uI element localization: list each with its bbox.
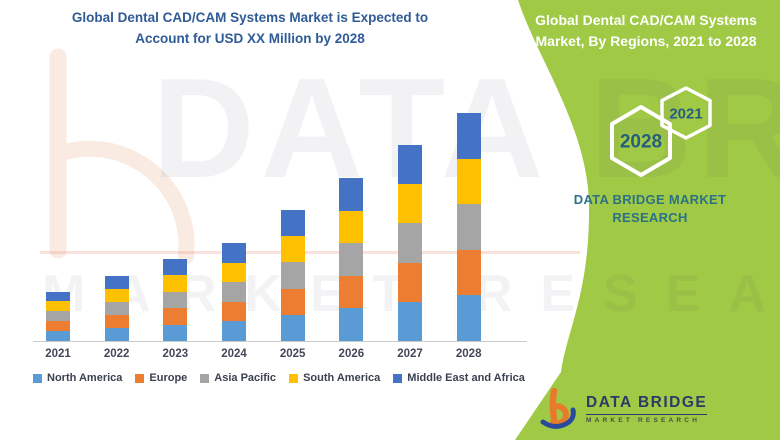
bar-column-2022 bbox=[104, 276, 129, 341]
legend-label: South America bbox=[303, 372, 381, 384]
bar-segment-2021-north-america bbox=[46, 331, 70, 341]
logo-tagline: MARKET RESEARCH bbox=[586, 417, 701, 424]
bar-segment-2025-middle-east-and-africa bbox=[280, 210, 305, 237]
bar-column-2025 bbox=[280, 210, 305, 341]
bar-segment-2028-middle-east-and-africa bbox=[456, 113, 481, 159]
chart-title-line1: Global Dental CAD/CAM Systems Market is … bbox=[71, 10, 429, 25]
hexagon-2028 bbox=[610, 105, 672, 177]
legend-label: Middle East and Africa bbox=[407, 372, 525, 384]
legend-item-asia-pacific: Asia Pacific bbox=[200, 372, 276, 384]
watermark-underline bbox=[40, 251, 580, 254]
bar-segment-2022-south-america bbox=[104, 289, 129, 302]
bar-segment-2024-north-america bbox=[222, 321, 246, 341]
legend-label: Asia Pacific bbox=[214, 372, 277, 384]
bar-segment-2026-north-america bbox=[339, 308, 364, 341]
bar-column-2027 bbox=[398, 145, 423, 341]
bar-column-2024 bbox=[222, 243, 246, 341]
hexagon-year-badges: 2021 2028 bbox=[610, 86, 712, 177]
bar-segment-2026-asia-pacific bbox=[339, 243, 364, 276]
bar-segment-2023-europe bbox=[163, 308, 188, 325]
bar-segment-2023-south-america bbox=[163, 275, 188, 292]
bar-segment-2024-middle-east-and-africa bbox=[222, 243, 246, 263]
chart-title: Global Dental CAD/CAM Systems Market is … bbox=[30, 8, 470, 50]
bar-segment-2023-middle-east-and-africa bbox=[163, 259, 188, 276]
x-axis-label-2021: 2021 bbox=[45, 348, 71, 360]
legend-item-middle-east-and-africa: Middle East and Africa bbox=[393, 372, 525, 384]
bar-segment-2027-south-america bbox=[398, 184, 423, 224]
bar-segment-2025-south-america bbox=[280, 236, 305, 263]
x-axis-label-2022: 2022 bbox=[103, 348, 130, 360]
bar-segment-2026-south-america bbox=[339, 210, 364, 244]
legend-label: Europe bbox=[149, 372, 188, 384]
bar-segment-2023-asia-pacific bbox=[163, 291, 188, 309]
legend-swatch bbox=[289, 373, 299, 383]
bar-column-2021 bbox=[46, 291, 70, 342]
bar-segment-2024-south-america bbox=[222, 262, 246, 283]
logo-name: DATA BRIDGE bbox=[586, 394, 708, 415]
bar-segment-2022-middle-east-and-africa bbox=[104, 276, 129, 289]
legend-swatch bbox=[200, 373, 210, 383]
legend-item-north-america: North America bbox=[33, 372, 122, 384]
legend-label: North America bbox=[47, 372, 123, 384]
bar-segment-2021-asia-pacific bbox=[46, 311, 70, 322]
brand-caption-line2: RESEARCH bbox=[612, 210, 688, 226]
bar-column-2023 bbox=[163, 259, 188, 341]
hexagon-2028-label: 2028 bbox=[620, 132, 662, 153]
bar-segment-2024-europe bbox=[222, 301, 246, 322]
bar-segment-2021-middle-east-and-africa bbox=[46, 291, 70, 302]
bar-segment-2027-middle-east-and-africa bbox=[398, 145, 423, 185]
databridge-logo-icon bbox=[540, 387, 576, 429]
legend-swatch bbox=[393, 373, 403, 383]
bar-segment-2023-north-america bbox=[163, 324, 188, 341]
panel-title-line1: Global Dental CAD/CAM Systems bbox=[535, 12, 757, 28]
bar-column-2028 bbox=[456, 113, 481, 341]
x-axis-label-2023: 2023 bbox=[162, 348, 189, 360]
hexagon-2021-label: 2021 bbox=[669, 106, 702, 123]
bar-segment-2026-europe bbox=[339, 275, 364, 309]
x-axis-label-2028: 2028 bbox=[455, 348, 482, 360]
bar-segment-2027-asia-pacific bbox=[398, 223, 423, 263]
bar-segment-2022-north-america bbox=[104, 328, 129, 341]
legend-item-south-america: South America bbox=[289, 372, 380, 384]
x-axis-label-2027: 2027 bbox=[397, 348, 423, 360]
bar-segment-2025-asia-pacific bbox=[280, 262, 305, 289]
bar-segment-2028-asia-pacific bbox=[456, 204, 481, 250]
bar-segment-2024-asia-pacific bbox=[222, 282, 246, 302]
legend-swatch bbox=[33, 373, 42, 383]
panel-title: Global Dental CAD/CAM Systems Market, By… bbox=[520, 10, 772, 52]
bar-segment-2027-north-america bbox=[398, 301, 423, 341]
peach-logo-watermark bbox=[49, 48, 195, 264]
bar-segment-2027-europe bbox=[398, 262, 423, 302]
chart-title-line2: Account for USD XX Million by 2028 bbox=[135, 30, 365, 46]
bar-segment-2025-north-america bbox=[280, 314, 305, 341]
bar-segment-2026-middle-east-and-africa bbox=[339, 178, 364, 211]
panel-title-line2: Market, By Regions, 2021 to 2028 bbox=[535, 33, 757, 49]
x-axis-line bbox=[33, 341, 527, 342]
brand-caption-line1: DATA BRIDGE MARKET bbox=[573, 192, 727, 207]
hexagon-2021 bbox=[660, 86, 712, 140]
x-axis-label-2026: 2026 bbox=[338, 348, 365, 360]
x-axis-label-2025: 2025 bbox=[279, 348, 306, 360]
brand-caption: DATA BRIDGE MARKET RESEARCH bbox=[552, 191, 748, 227]
bar-segment-2028-europe bbox=[456, 249, 481, 296]
bar-segment-2021-south-america bbox=[46, 301, 70, 312]
bar-segment-2022-asia-pacific bbox=[104, 302, 129, 315]
databridge-logo: DATA BRIDGE MARKET RESEARCH bbox=[540, 387, 708, 431]
bar-segment-2028-north-america bbox=[456, 295, 481, 341]
bar-column-2026 bbox=[339, 178, 364, 341]
bar-segment-2025-europe bbox=[280, 288, 305, 315]
chart-legend: North America Europe Asia Pacific South Ame… bbox=[33, 372, 525, 384]
legend-item-europe: Europe bbox=[135, 372, 187, 384]
bar-segment-2028-south-america bbox=[456, 158, 481, 205]
bar-segment-2021-europe bbox=[46, 321, 70, 332]
legend-swatch bbox=[135, 373, 145, 383]
bar-segment-2022-europe bbox=[104, 315, 129, 328]
logo-text-block: DATA BRIDGE MARKET RESEARCH bbox=[586, 394, 708, 424]
x-axis-label-2024: 2024 bbox=[221, 348, 247, 360]
